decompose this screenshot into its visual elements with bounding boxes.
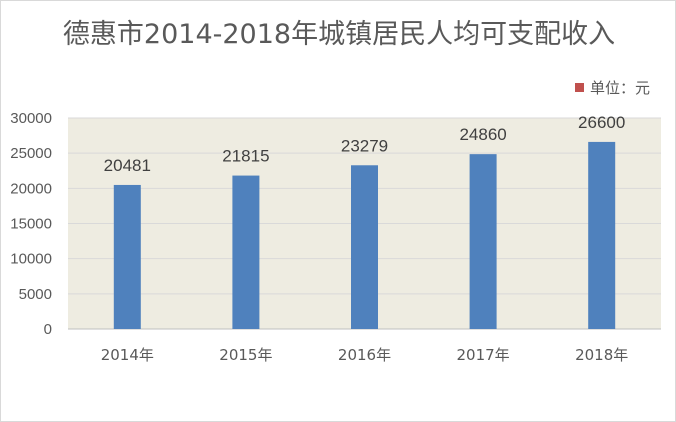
x-tick-label: 2017年 [457, 346, 510, 364]
y-tick-label: 5000 [19, 286, 52, 303]
bar [232, 175, 260, 329]
bar [469, 154, 497, 329]
data-label: 24860 [459, 125, 506, 144]
data-label: 23279 [341, 136, 388, 155]
legend-label: 单位：元 [590, 78, 651, 97]
y-tick-label: 20000 [10, 180, 52, 197]
x-tick-label: 2014年 [101, 346, 154, 364]
x-tick-label: 2016年 [338, 346, 391, 364]
bar [113, 184, 141, 329]
y-tick-label: 15000 [10, 216, 52, 233]
data-label: 26600 [578, 113, 625, 132]
x-tick-label: 2015年 [219, 346, 272, 364]
y-tick-label: 10000 [10, 251, 52, 268]
bar [588, 141, 616, 329]
y-tick-label: 25000 [10, 145, 52, 162]
bar [351, 165, 378, 329]
legend-swatch [575, 82, 584, 92]
legend: 单位：元 [575, 77, 650, 97]
x-tick-label: 2018年 [575, 346, 628, 364]
data-label: 21815 [222, 147, 269, 166]
y-tick-label: 0 [44, 321, 52, 338]
data-label: 20481 [104, 156, 151, 175]
chart-title: 德惠市2014-2018年城镇居民人均可支配收入 [62, 19, 616, 50]
y-tick-label: 30000 [10, 110, 52, 127]
